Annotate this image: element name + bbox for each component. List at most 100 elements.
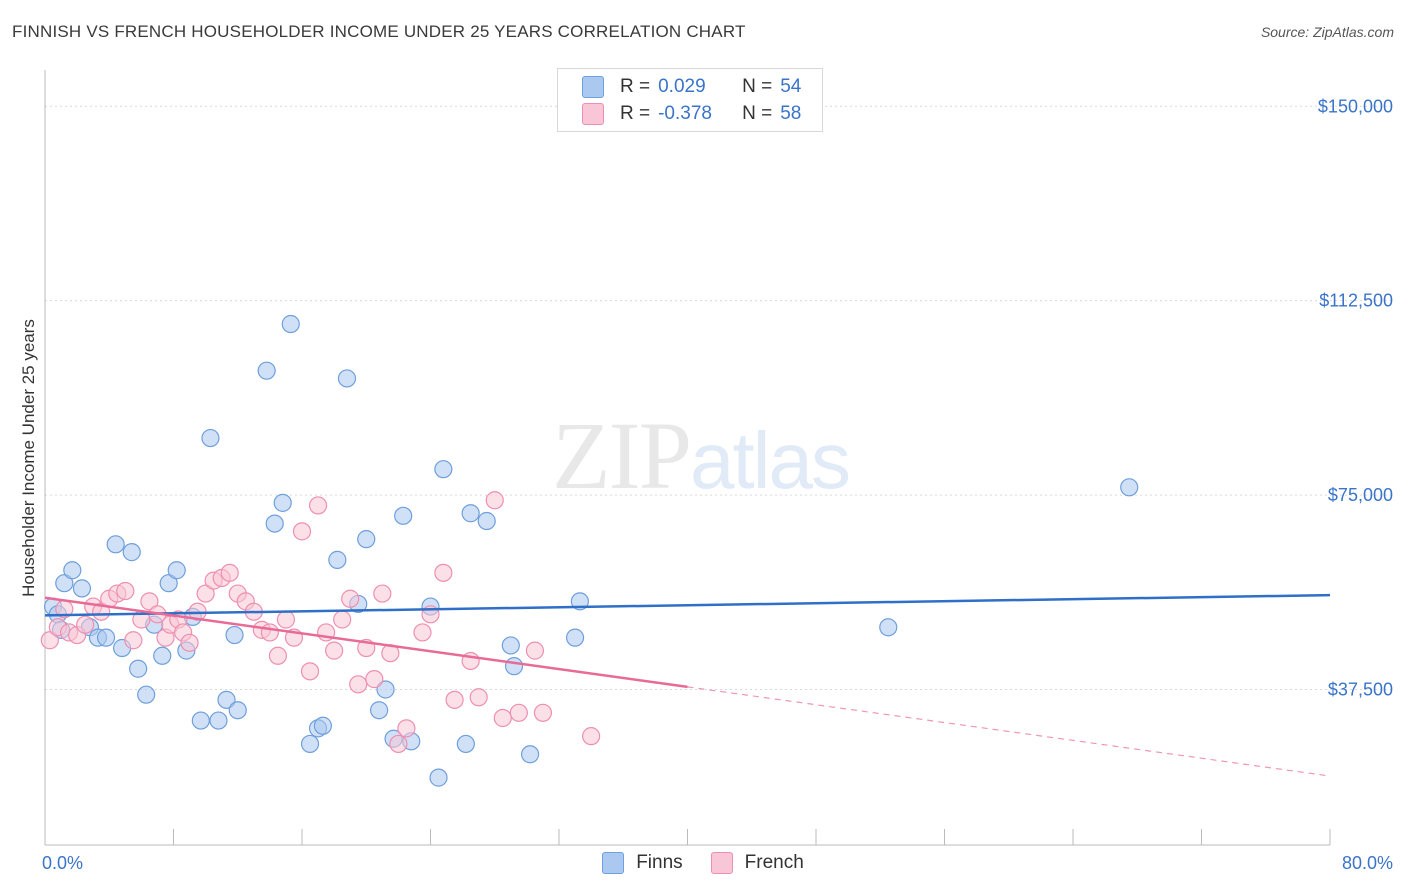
data-point-french	[260, 623, 279, 642]
data-point-french	[373, 584, 392, 603]
data-point-french	[196, 584, 215, 603]
legend-label-french: French	[744, 852, 804, 873]
data-point-french	[116, 581, 135, 601]
legend-r-label: R =	[620, 76, 651, 97]
data-point-french	[76, 615, 95, 634]
legend-n-label: N =	[742, 76, 773, 97]
legend-row-french: R = -0.378 N = 58	[582, 100, 801, 128]
data-point-finns	[63, 561, 82, 580]
data-point-french	[124, 631, 143, 650]
legend-item-finns: Finns	[602, 852, 683, 874]
data-point-finns	[273, 493, 292, 512]
data-point-french	[292, 522, 312, 541]
data-point-finns	[501, 636, 520, 655]
data-point-finns	[106, 535, 125, 554]
legend-r-value: -0.378	[658, 103, 712, 124]
data-point-finns	[357, 530, 376, 549]
data-point-finns	[153, 646, 172, 665]
watermark-zip: ZIP	[552, 402, 692, 509]
data-point-finns	[434, 460, 453, 479]
data-point-finns	[879, 618, 898, 637]
x-tick-label: 0.0%	[42, 853, 83, 873]
data-point-french	[40, 631, 59, 650]
data-point-finns	[456, 734, 475, 754]
data-point-finns	[201, 428, 220, 448]
watermark: ZIPatlas	[552, 400, 851, 511]
data-point-finns	[328, 550, 347, 569]
legend-n-label: N =	[742, 103, 773, 124]
data-point-finns	[565, 628, 585, 647]
data-point-french	[485, 491, 504, 510]
data-point-finns	[55, 574, 74, 593]
legend-n-value: 58	[780, 103, 802, 124]
source-credit: Source: ZipAtlas.com	[1260, 24, 1394, 40]
legend-row-finns: R = 0.029 N = 54	[582, 73, 801, 101]
data-point-french	[525, 641, 545, 660]
data-point-finns	[72, 579, 92, 598]
legend-swatch-french	[710, 852, 733, 874]
data-point-finns	[300, 734, 320, 754]
data-point-french	[434, 563, 453, 582]
watermark-atlas: atlas	[690, 416, 851, 505]
legend-swatch-french	[582, 103, 604, 125]
legend-swatch-finns	[602, 852, 625, 874]
data-point-finns	[1120, 478, 1139, 497]
data-point-french	[469, 688, 488, 707]
data-point-finns	[520, 745, 540, 764]
data-point-french	[509, 703, 528, 722]
data-point-french	[397, 719, 416, 738]
chart-title: FINNISH VS FRENCH HOUSEHOLDER INCOME UND…	[12, 22, 746, 41]
data-point-french	[493, 708, 512, 728]
data-point-french	[413, 623, 432, 642]
stats-legend: R = 0.029 N = 54 R = -0.378 N = 58	[557, 68, 823, 132]
data-point-finns	[129, 659, 148, 678]
x-tick-label: 80.0%	[1342, 853, 1393, 873]
data-point-finns	[265, 514, 284, 533]
y-tick-label: $75,000	[1328, 485, 1393, 505]
trend-line-extension-french	[687, 686, 1331, 777]
data-point-french	[445, 690, 464, 709]
legend-r-label: R =	[620, 103, 651, 124]
legend-swatch-finns	[582, 76, 604, 98]
data-point-finns	[122, 543, 141, 562]
y-tick-label: $150,000	[1318, 96, 1393, 116]
data-point-french	[92, 602, 111, 621]
data-point-french	[365, 670, 384, 689]
data-point-finns	[370, 701, 389, 720]
data-point-french	[325, 641, 344, 660]
data-point-finns	[217, 690, 236, 709]
data-point-finns	[477, 511, 496, 531]
series-legend: Finns French	[0, 852, 1406, 874]
legend-r-value: 0.029	[658, 76, 706, 97]
data-point-finns	[257, 361, 276, 380]
data-point-french	[389, 734, 408, 754]
data-point-french	[300, 662, 320, 681]
data-point-french	[582, 727, 601, 746]
data-point-french	[349, 675, 368, 694]
legend-n-value: 54	[780, 76, 802, 97]
data-point-finns	[96, 628, 116, 647]
data-point-finns	[570, 592, 589, 611]
data-point-finns	[376, 680, 395, 699]
data-point-finns	[137, 685, 156, 704]
y-tick-label: $112,500	[1319, 291, 1393, 311]
data-point-french	[180, 633, 199, 652]
y-axis-title: Householder Income Under 25 years	[19, 319, 38, 597]
y-tick-label: $37,500	[1328, 679, 1393, 699]
legend-item-french: French	[710, 852, 804, 874]
data-point-french	[333, 610, 352, 629]
data-point-finns	[461, 504, 480, 523]
data-point-french	[140, 592, 159, 611]
data-point-finns	[281, 314, 300, 334]
data-point-finns	[337, 369, 357, 388]
data-point-finns	[228, 701, 247, 720]
data-point-french	[341, 589, 360, 608]
data-point-finns	[313, 716, 332, 735]
data-point-french	[268, 646, 288, 665]
data-point-finns	[167, 561, 186, 580]
data-point-finns	[394, 506, 413, 525]
data-point-finns	[209, 711, 228, 730]
trend-line-french	[44, 596, 688, 689]
data-point-french	[276, 610, 296, 629]
